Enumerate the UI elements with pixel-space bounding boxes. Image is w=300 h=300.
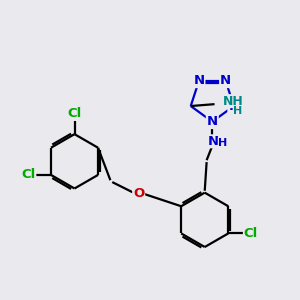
Text: Cl: Cl: [68, 106, 82, 119]
Text: N: N: [220, 74, 231, 87]
Text: H: H: [233, 106, 243, 116]
Text: NH: NH: [223, 94, 244, 108]
Text: N: N: [228, 100, 239, 112]
Text: O: O: [133, 187, 144, 200]
Text: N: N: [194, 74, 205, 87]
Text: H: H: [218, 138, 227, 148]
Text: Cl: Cl: [244, 227, 258, 240]
Text: N: N: [207, 115, 218, 128]
Text: N: N: [208, 135, 219, 148]
Text: Cl: Cl: [21, 168, 35, 182]
